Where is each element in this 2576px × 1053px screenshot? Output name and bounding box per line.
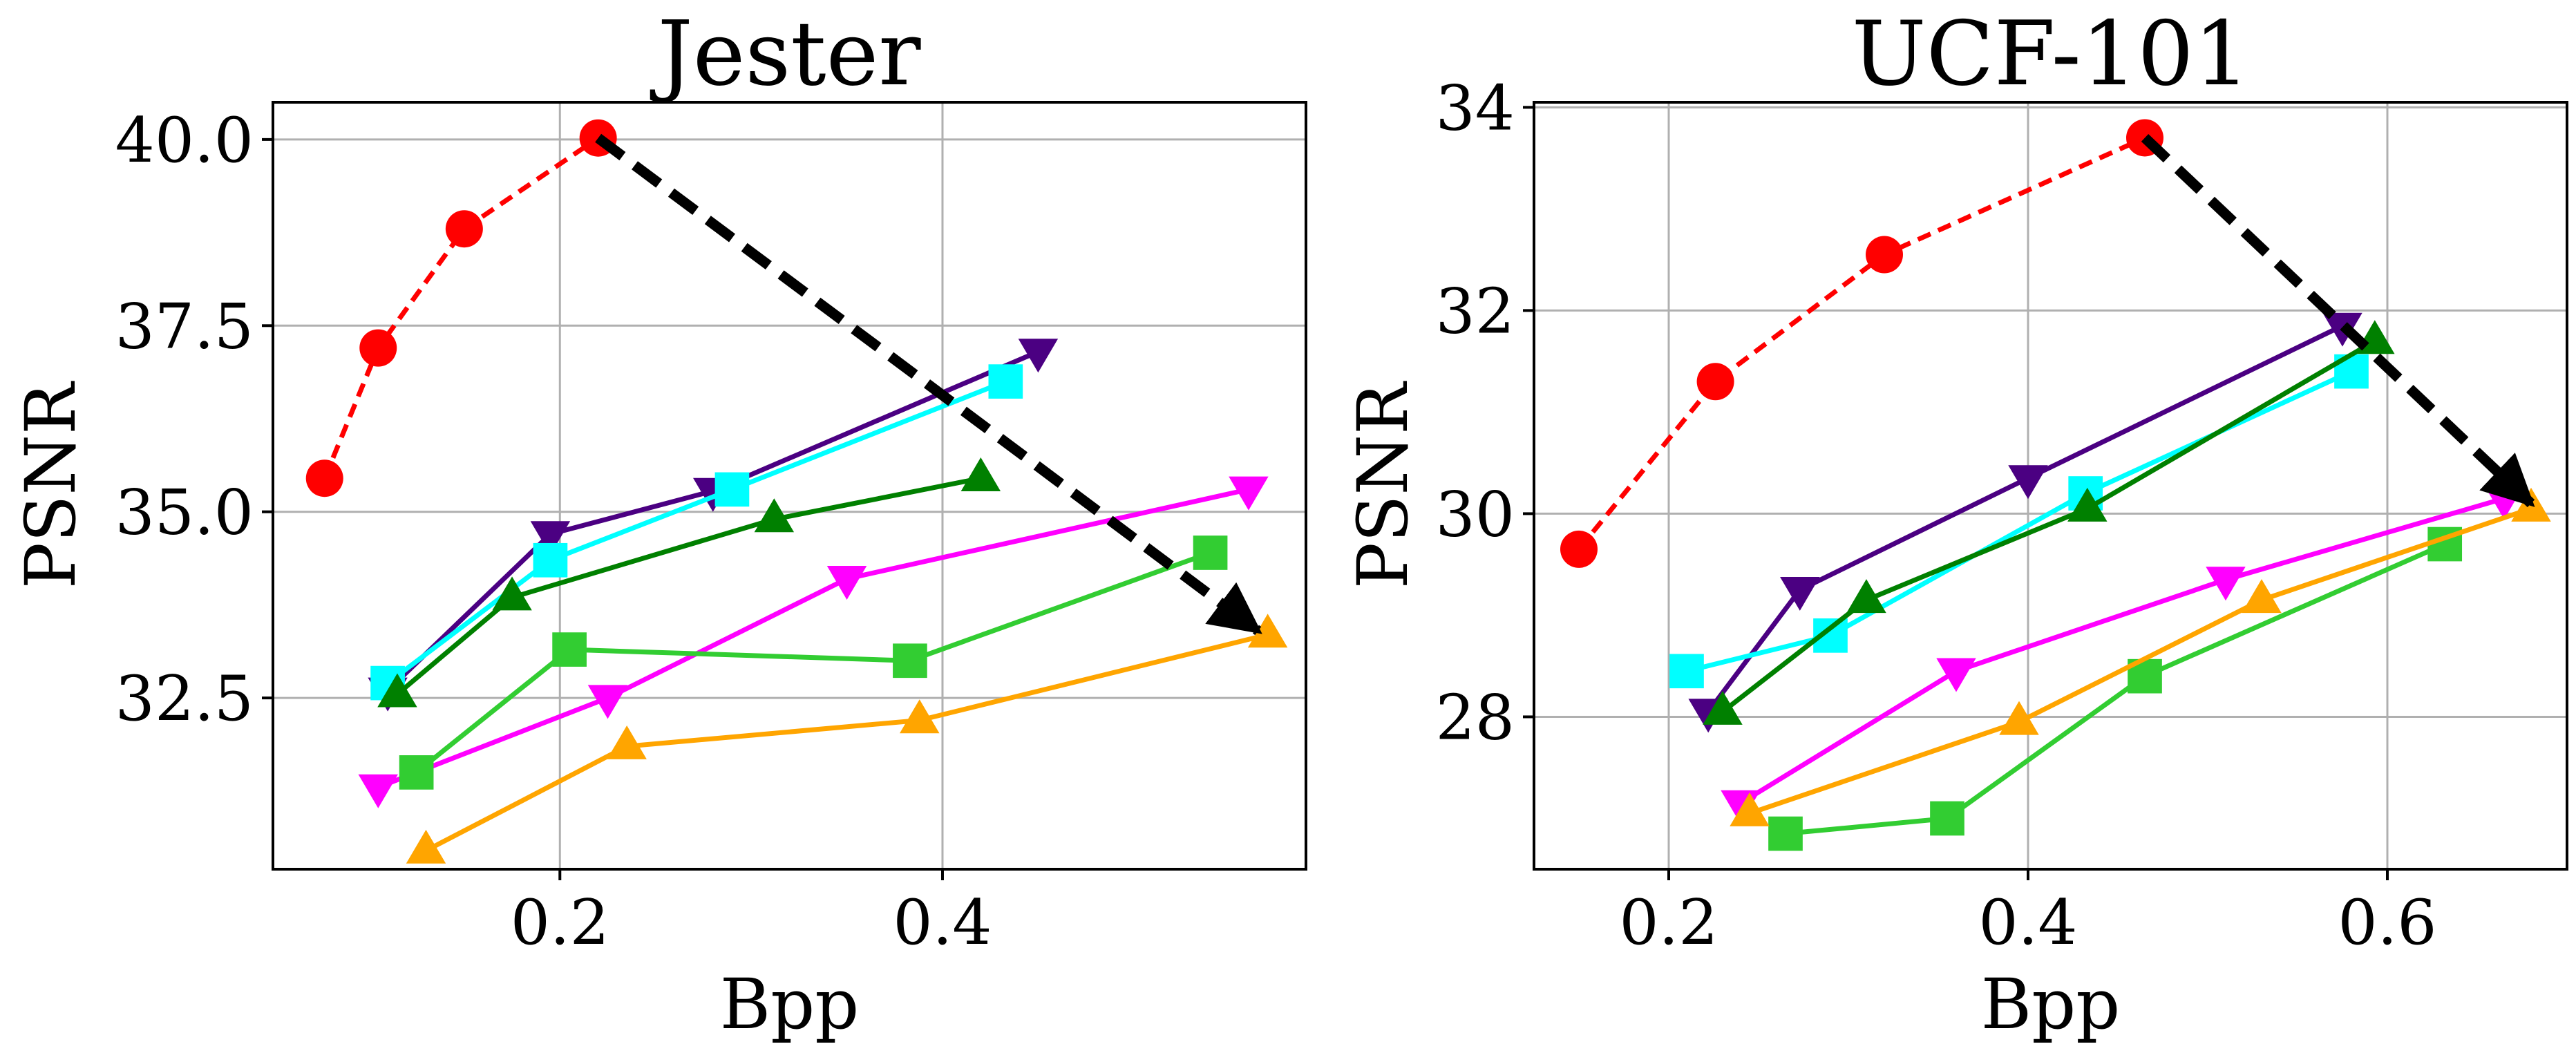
series-1 xyxy=(1688,312,2362,733)
marker-triangle-up xyxy=(1703,690,1743,725)
series-line xyxy=(1721,339,2376,714)
plot-frame xyxy=(1533,101,2568,871)
marker-triangle-up xyxy=(900,699,940,734)
x-axis-label: Bpp xyxy=(1981,964,2121,1045)
series-line xyxy=(1785,542,2446,837)
series-3 xyxy=(377,457,1001,708)
marker-circle xyxy=(1560,530,1598,568)
marker-triangle-up xyxy=(1247,614,1288,648)
series-line xyxy=(1686,369,2353,674)
series-line xyxy=(377,486,1249,790)
grid-lines xyxy=(1534,102,2567,869)
marker-triangle-down xyxy=(1018,339,1059,373)
marker-triangle-down xyxy=(358,774,398,808)
y-ticks: 32.5 35.0 37.5 40.0 xyxy=(115,104,273,735)
series-0 xyxy=(305,119,617,497)
y-tick-label: 34 xyxy=(1435,72,1515,144)
y-axis-label: PSNR xyxy=(1343,381,1423,589)
series-line xyxy=(386,349,1039,692)
series-line xyxy=(1577,135,2146,551)
y-tick-label: 32 xyxy=(1435,275,1515,348)
marker-square xyxy=(1669,654,1704,689)
marker-circle xyxy=(1696,363,1734,401)
x-ticks: 0.2 0.4 0.6 xyxy=(1619,869,2437,959)
y-tick-label: 32.5 xyxy=(115,663,254,735)
marker-triangle-up xyxy=(406,829,446,864)
marker-circle xyxy=(359,329,397,367)
grid-lines xyxy=(273,102,1306,869)
series-line xyxy=(415,550,1211,775)
x-axis-label: Bpp xyxy=(720,964,860,1045)
marker-square xyxy=(1930,801,1964,836)
marker-triangle-up xyxy=(1846,579,1886,614)
panel-jester: 0.2 0.4 32.5 35.0 37.5 40.0 Jester Bpp PSNR xyxy=(10,3,1307,1045)
marker-triangle-up xyxy=(1730,792,1770,826)
marker-triangle-down xyxy=(530,521,571,556)
series-line xyxy=(424,632,1269,853)
marker-triangle-up xyxy=(1999,701,2039,735)
marker-square xyxy=(1768,816,1803,851)
marker-triangle-up xyxy=(377,673,417,708)
series-4 xyxy=(1721,485,2524,824)
series-3 xyxy=(1703,320,2395,725)
marker-square xyxy=(1193,535,1228,570)
series-6 xyxy=(406,614,1288,864)
y-tick-label: 35.0 xyxy=(115,477,254,549)
x-tick-label: 0.6 xyxy=(2338,886,2436,959)
marker-triangle-up xyxy=(607,725,647,759)
x-tick-label: 0.2 xyxy=(511,886,609,959)
marker-triangle-down xyxy=(2008,465,2048,500)
marker-square xyxy=(988,364,1023,399)
marker-triangle-up xyxy=(754,498,795,533)
y-tick-label: 40.0 xyxy=(115,104,254,177)
marker-square xyxy=(552,632,587,667)
x-tick-label: 0.2 xyxy=(1619,886,1718,959)
marker-square xyxy=(893,643,927,679)
marker-triangle-down xyxy=(587,685,628,719)
y-tick-label: 30 xyxy=(1435,478,1515,551)
series-line xyxy=(1739,496,2505,806)
marker-triangle-down xyxy=(1780,576,1820,611)
y-ticks: 28 30 32 34 xyxy=(1435,72,1534,754)
y-tick-label: 28 xyxy=(1435,681,1515,754)
series-4 xyxy=(358,476,1269,808)
y-axis-label: PSNR xyxy=(10,381,91,589)
plot-data xyxy=(1560,119,2551,851)
series-line xyxy=(395,475,982,696)
plot-data xyxy=(305,119,1288,864)
chart-title: UCF-101 xyxy=(1852,3,2250,106)
marker-triangle-down xyxy=(1936,658,1976,692)
plot-frame xyxy=(272,101,1307,871)
chart-title: Jester xyxy=(650,3,921,106)
marker-triangle-up xyxy=(2067,487,2108,522)
marker-triangle-up xyxy=(492,576,532,611)
x-tick-label: 0.4 xyxy=(893,886,992,959)
panel-ucf101: 0.2 0.4 0.6 28 30 32 34 UCF-101 Bpp PSNR xyxy=(1343,3,2568,1045)
marker-triangle-up xyxy=(2242,579,2282,614)
series-5 xyxy=(399,535,1228,790)
marker-square xyxy=(399,755,434,790)
y-tick-label: 37.5 xyxy=(115,290,254,363)
marker-triangle-up xyxy=(960,457,1001,491)
marker-triangle-down xyxy=(2206,567,2246,601)
x-ticks: 0.2 0.4 xyxy=(511,869,992,959)
marker-circle xyxy=(1866,236,1903,274)
marker-triangle-down xyxy=(826,565,867,600)
trend-arrow xyxy=(595,133,1262,636)
series-5 xyxy=(1768,526,2463,851)
series-line xyxy=(386,379,1007,685)
marker-square xyxy=(533,542,568,578)
series-line xyxy=(1706,323,2344,714)
series-line xyxy=(1748,506,2532,816)
marker-triangle-down xyxy=(1229,476,1269,511)
marker-circle xyxy=(305,459,343,497)
series-line xyxy=(322,135,600,480)
x-tick-label: 0.4 xyxy=(1978,886,2077,959)
marker-square xyxy=(714,472,750,507)
marker-circle xyxy=(445,210,483,248)
